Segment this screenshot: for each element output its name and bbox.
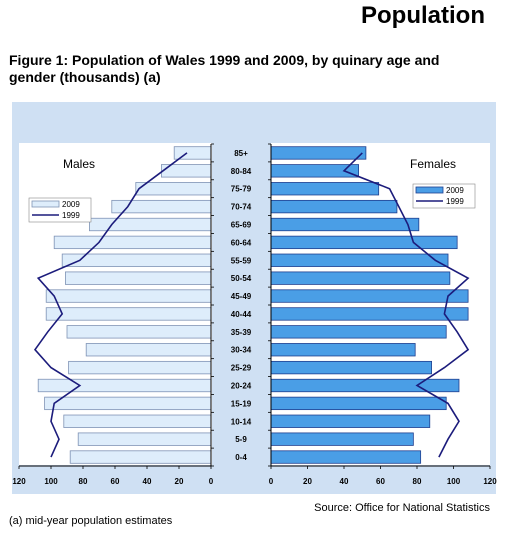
males-2009-bar-40-44 — [45, 307, 212, 321]
females-2009-bar-85+ — [270, 146, 367, 160]
females-x-tick-60: 60 — [376, 477, 385, 486]
males-x-tick-100: 100 — [44, 477, 58, 486]
males-2009-bar-75-79 — [135, 182, 212, 196]
females-2009-bar-70-74 — [270, 199, 398, 214]
age-label-30-34: 30-34 — [231, 346, 252, 355]
females-x-tick-120: 120 — [483, 477, 497, 486]
males-x-tick-40: 40 — [143, 477, 152, 486]
males-x-tick-80: 80 — [79, 477, 88, 486]
age-label-60-64: 60-64 — [231, 238, 252, 247]
males-2009-bar-0-4 — [69, 450, 212, 464]
females-2009-bar-75-79 — [270, 182, 380, 196]
females-2009-bar-0-4 — [270, 450, 422, 464]
females-2009-bar-35-39 — [270, 325, 447, 339]
age-label-5-9: 5-9 — [235, 435, 247, 444]
age-label-10-14: 10-14 — [231, 417, 252, 426]
males-2009-bar-30-34 — [85, 343, 212, 357]
females-x-tick-20: 20 — [303, 477, 312, 486]
females-x-tick-0: 0 — [269, 477, 274, 486]
females-x-tick-100: 100 — [447, 477, 461, 486]
males-x-tick-60: 60 — [111, 477, 120, 486]
chart-plot-left-background — [19, 143, 212, 465]
age-label-45-49: 45-49 — [231, 292, 252, 301]
females-panel-label: Females — [410, 157, 456, 171]
age-label-35-39: 35-39 — [231, 328, 252, 337]
females-2009-bar-55-59 — [270, 253, 449, 267]
age-category-labels: 0-4 5-9 10-14 15-19 20-24 25-29 30-34 35-39 40-4… — [231, 149, 252, 462]
females-2009-bar-5-9 — [270, 432, 414, 446]
males-2009-bar-15-19 — [44, 396, 212, 411]
males-2009-bar-70-74 — [111, 199, 212, 214]
males-2009-bar-5-9 — [77, 432, 212, 446]
age-label-85+: 85+ — [234, 149, 248, 158]
females-2009-bar-25-29 — [270, 360, 433, 375]
males-2009-bar-85+ — [173, 146, 212, 160]
males-2009-bar-10-14 — [63, 414, 212, 428]
source-note: Source: Office for National Statistics — [314, 502, 490, 514]
tick-labels: 120 100 80 60 40 20 0 0 20 40 60 80 100 120 — [12, 477, 497, 486]
age-label-15-19: 15-19 — [231, 399, 252, 408]
males-2009-bar-60-64 — [53, 235, 212, 250]
males-legend-label-1999: 1999 — [62, 211, 80, 220]
females-1999-line — [342, 152, 470, 458]
page-header-title: Population — [361, 2, 485, 29]
males-1999-line — [33, 152, 188, 458]
age-label-75-79: 75-79 — [231, 185, 252, 194]
age-label-25-29: 25-29 — [231, 364, 252, 373]
age-label-80-84: 80-84 — [231, 167, 252, 176]
males-2009-bar-25-29 — [68, 360, 212, 375]
females-2009-bar-65-69 — [270, 217, 420, 232]
chart-legends: 2009 1999 2009 1999 — [28, 183, 476, 223]
age-label-65-69: 65-69 — [231, 221, 252, 230]
females-2009-bar-20-24 — [270, 378, 460, 393]
females-2009-bar-15-19 — [270, 396, 447, 411]
females-2009-bar-45-49 — [270, 289, 469, 303]
males-2009-bar-35-39 — [66, 325, 212, 339]
females-2009-bar-50-54 — [270, 271, 451, 285]
males-2009-bar-20-24 — [37, 378, 212, 393]
age-label-40-44: 40-44 — [231, 310, 252, 319]
age-label-55-59: 55-59 — [231, 256, 252, 265]
lines-1999 — [33, 152, 470, 458]
females-legend-swatch-2009 — [415, 186, 444, 194]
age-label-20-24: 20-24 — [231, 382, 252, 391]
females-2009-bar-40-44 — [270, 307, 469, 321]
females-legend-label-1999: 1999 — [446, 197, 464, 206]
figure-title: Figure 1: Population of Wales 1999 and 2… — [9, 52, 440, 85]
females-x-tick-80: 80 — [413, 477, 422, 486]
males-bars — [37, 146, 212, 464]
age-label-50-54: 50-54 — [231, 274, 252, 283]
males-legend-label-2009: 2009 — [62, 200, 80, 209]
males-2009-bar-45-49 — [45, 289, 212, 303]
chart-axes — [18, 143, 491, 469]
females-2009-bar-10-14 — [270, 414, 431, 428]
males-2009-bar-65-69 — [89, 217, 212, 232]
females-x-tick-40: 40 — [340, 477, 349, 486]
females-legend-label-2009: 2009 — [446, 186, 464, 195]
females-2009-bar-60-64 — [270, 235, 458, 250]
males-x-tick-20: 20 — [175, 477, 184, 486]
age-label-70-74: 70-74 — [231, 203, 252, 212]
males-panel-label: Males — [63, 157, 95, 171]
males-x-tick-120: 120 — [12, 477, 26, 486]
footnote: (a) mid-year population estimates — [9, 515, 173, 527]
males-legend-swatch-2009 — [31, 200, 60, 208]
females-2009-bar-30-34 — [270, 343, 416, 357]
males-2009-bar-50-54 — [65, 271, 212, 285]
age-label-0-4: 0-4 — [235, 453, 247, 462]
males-x-tick-0: 0 — [209, 477, 214, 486]
